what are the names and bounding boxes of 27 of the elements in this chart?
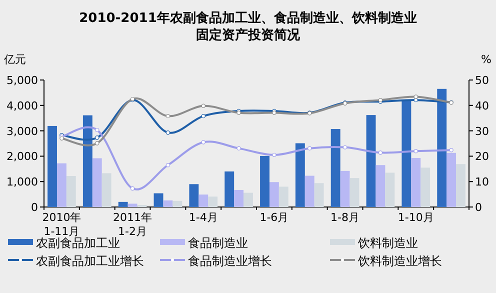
legend-label: 饮料制造业 (357, 236, 418, 250)
y-tick-label: 0 (31, 201, 38, 214)
legend-label: 农副食品加工业增长 (36, 254, 144, 268)
legend-label: 农副食品加工业 (36, 236, 120, 250)
y-tick-label: 2,000 (6, 150, 38, 164)
chart-title: 2010-2011年农副食品加工业、食品制造业、饮料制造业固定资产投资简况 (79, 11, 417, 43)
x-tick-label: 1-10月 (398, 211, 434, 224)
x-tick-label: 2010年 1-11月 (42, 211, 82, 238)
legend-label: 食品制造业 (188, 236, 248, 250)
y-tick-label: 1,000 (6, 176, 38, 189)
legend-label: 食品制造业增长 (188, 254, 272, 268)
y-axis-title: 亿元 (3, 53, 26, 66)
y2-tick-label: 10 (475, 176, 489, 189)
y2-axis-title: % (481, 53, 492, 66)
x-tick-label: 1-4月 (188, 211, 218, 224)
y2-tick-label: 20 (475, 150, 489, 164)
x-tick-label: 2011年 1-2月 (113, 211, 152, 238)
y2-tick-label: 50 (475, 74, 489, 87)
x-tick-label: 1-6月 (260, 211, 289, 224)
y-tick-label: 5,000 (6, 74, 38, 87)
y-tick-label: 4,000 (6, 99, 38, 112)
y2-tick-label: 30 (475, 124, 489, 138)
legend-label: 饮料制造业增长 (357, 254, 442, 268)
y-tick-label: 3,000 (6, 124, 38, 138)
x-tick-label: 1-8月 (330, 211, 360, 224)
y2-tick-label: 0 (475, 201, 482, 214)
y2-tick-label: 40 (475, 99, 489, 112)
